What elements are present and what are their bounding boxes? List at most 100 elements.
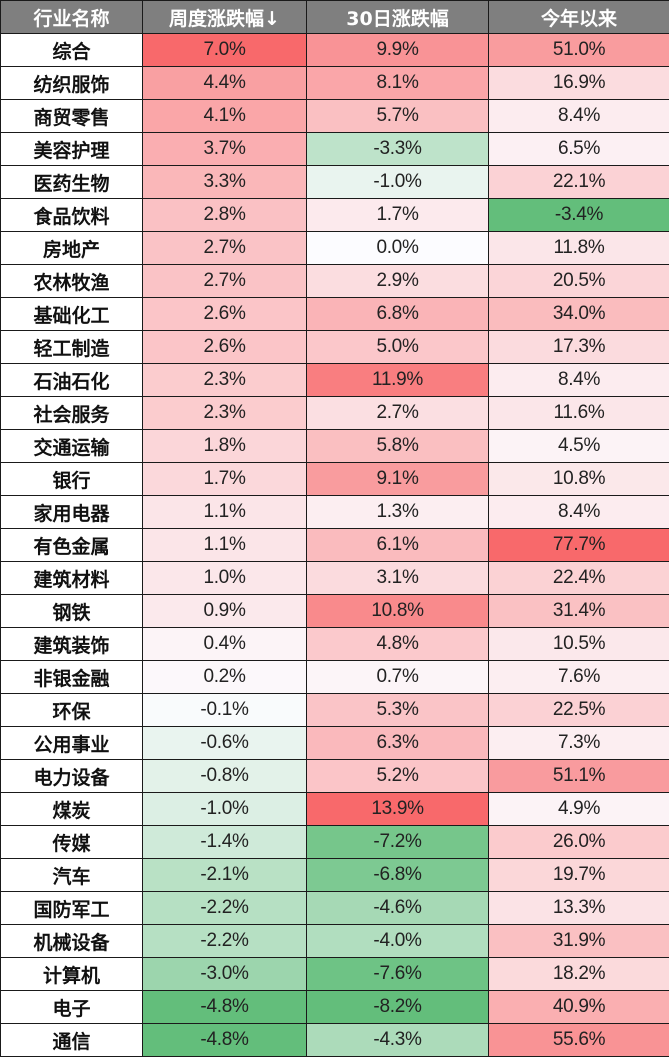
- table-row: 建筑装饰 0.4% 4.8% 10.5%: [0, 627, 669, 661]
- ytd-change-cell: 22.1%: [488, 165, 669, 199]
- weekly-change-cell: -0.1%: [142, 693, 307, 727]
- weekly-change-cell: 2.8%: [142, 198, 307, 232]
- ytd-change-cell: 20.5%: [488, 264, 669, 298]
- ytd-change-cell: 17.3%: [488, 330, 669, 364]
- table-row: 基础化工 2.6% 6.8% 34.0%: [0, 297, 669, 331]
- ytd-change-cell: 13.3%: [488, 891, 669, 925]
- weekly-change-cell: 1.0%: [142, 561, 307, 595]
- weekly-change-cell: -2.1%: [142, 858, 307, 892]
- table-row: 钢铁 0.9% 10.8% 31.4%: [0, 594, 669, 628]
- weekly-change-cell: -4.8%: [142, 990, 307, 1024]
- header-30day-change[interactable]: 30日涨跌幅: [306, 0, 489, 34]
- table-row: 电力设备 -0.8% 5.2% 51.1%: [0, 759, 669, 793]
- 30day-change-cell: 1.3%: [306, 495, 489, 529]
- table-row: 有色金属 1.1% 6.1% 77.7%: [0, 528, 669, 562]
- ytd-change-cell: 11.8%: [488, 231, 669, 265]
- industry-name-cell: 家用电器: [0, 495, 143, 529]
- table-row: 煤炭 -1.0% 13.9% 4.9%: [0, 792, 669, 826]
- table-row: 农林牧渔 2.7% 2.9% 20.5%: [0, 264, 669, 298]
- industry-name-cell: 汽车: [0, 858, 143, 892]
- weekly-change-cell: 3.3%: [142, 165, 307, 199]
- 30day-change-cell: 5.8%: [306, 429, 489, 463]
- weekly-change-cell: -0.6%: [142, 726, 307, 760]
- table-row: 轻工制造 2.6% 5.0% 17.3%: [0, 330, 669, 364]
- table-row: 计算机 -3.0% -7.6% 18.2%: [0, 957, 669, 991]
- 30day-change-cell: -7.2%: [306, 825, 489, 859]
- 30day-change-cell: 5.0%: [306, 330, 489, 364]
- industry-name-cell: 社会服务: [0, 396, 143, 430]
- weekly-change-cell: 2.3%: [142, 363, 307, 397]
- weekly-change-cell: 1.1%: [142, 528, 307, 562]
- industry-name-cell: 纺织服饰: [0, 66, 143, 100]
- industry-name-cell: 轻工制造: [0, 330, 143, 364]
- 30day-change-cell: 13.9%: [306, 792, 489, 826]
- industry-name-cell: 建筑装饰: [0, 627, 143, 661]
- header-weekly-change[interactable]: 周度涨跌幅↓: [142, 0, 307, 34]
- 30day-change-cell: -3.3%: [306, 132, 489, 166]
- industry-name-cell: 建筑材料: [0, 561, 143, 595]
- 30day-change-cell: 5.7%: [306, 99, 489, 133]
- 30day-change-cell: -4.3%: [306, 1023, 489, 1057]
- table-row: 建筑材料 1.0% 3.1% 22.4%: [0, 561, 669, 595]
- 30day-change-cell: 11.9%: [306, 363, 489, 397]
- weekly-change-cell: -0.8%: [142, 759, 307, 793]
- table-row: 石油石化 2.3% 11.9% 8.4%: [0, 363, 669, 397]
- 30day-change-cell: 8.1%: [306, 66, 489, 100]
- 30day-change-cell: 6.3%: [306, 726, 489, 760]
- 30day-change-cell: 10.8%: [306, 594, 489, 628]
- 30day-change-cell: -7.6%: [306, 957, 489, 991]
- ytd-change-cell: 18.2%: [488, 957, 669, 991]
- ytd-change-cell: 26.0%: [488, 825, 669, 859]
- 30day-change-cell: 0.0%: [306, 231, 489, 265]
- industry-name-cell: 环保: [0, 693, 143, 727]
- 30day-change-cell: -8.2%: [306, 990, 489, 1024]
- table-row: 机械设备 -2.2% -4.0% 31.9%: [0, 924, 669, 958]
- 30day-change-cell: 1.7%: [306, 198, 489, 232]
- weekly-change-cell: -1.0%: [142, 792, 307, 826]
- 30day-change-cell: 9.1%: [306, 462, 489, 496]
- industry-name-cell: 农林牧渔: [0, 264, 143, 298]
- 30day-change-cell: -4.6%: [306, 891, 489, 925]
- ytd-change-cell: 16.9%: [488, 66, 669, 100]
- table-row: 食品饮料 2.8% 1.7% -3.4%: [0, 198, 669, 232]
- industry-name-cell: 非银金融: [0, 660, 143, 694]
- header-row: 行业名称 周度涨跌幅↓ 30日涨跌幅 今年以来: [0, 0, 669, 34]
- industry-name-cell: 电子: [0, 990, 143, 1024]
- industry-name-cell: 食品饮料: [0, 198, 143, 232]
- 30day-change-cell: 4.8%: [306, 627, 489, 661]
- ytd-change-cell: 77.7%: [488, 528, 669, 562]
- table-row: 交通运输 1.8% 5.8% 4.5%: [0, 429, 669, 463]
- ytd-change-cell: 10.8%: [488, 462, 669, 496]
- table-row: 房地产 2.7% 0.0% 11.8%: [0, 231, 669, 265]
- weekly-change-cell: 2.7%: [142, 264, 307, 298]
- 30day-change-cell: 2.9%: [306, 264, 489, 298]
- weekly-change-cell: -1.4%: [142, 825, 307, 859]
- industry-name-cell: 银行: [0, 462, 143, 496]
- table-row: 社会服务 2.3% 2.7% 11.6%: [0, 396, 669, 430]
- table-row: 汽车 -2.1% -6.8% 19.7%: [0, 858, 669, 892]
- industry-name-cell: 煤炭: [0, 792, 143, 826]
- industry-name-cell: 房地产: [0, 231, 143, 265]
- industry-name-cell: 钢铁: [0, 594, 143, 628]
- 30day-change-cell: 6.1%: [306, 528, 489, 562]
- table-row: 环保 -0.1% 5.3% 22.5%: [0, 693, 669, 727]
- weekly-change-cell: 7.0%: [142, 33, 307, 67]
- table-row: 家用电器 1.1% 1.3% 8.4%: [0, 495, 669, 529]
- ytd-change-cell: 31.4%: [488, 594, 669, 628]
- ytd-change-cell: 8.4%: [488, 99, 669, 133]
- industry-name-cell: 电力设备: [0, 759, 143, 793]
- ytd-change-cell: 10.5%: [488, 627, 669, 661]
- ytd-change-cell: 8.4%: [488, 363, 669, 397]
- industry-name-cell: 美容护理: [0, 132, 143, 166]
- header-industry-name[interactable]: 行业名称: [0, 0, 143, 34]
- weekly-change-cell: 1.1%: [142, 495, 307, 529]
- weekly-change-cell: -3.0%: [142, 957, 307, 991]
- header-ytd-change[interactable]: 今年以来: [488, 0, 669, 34]
- industry-name-cell: 基础化工: [0, 297, 143, 331]
- weekly-change-cell: 2.7%: [142, 231, 307, 265]
- table-row: 通信 -4.8% -4.3% 55.6%: [0, 1023, 669, 1057]
- table-row: 传媒 -1.4% -7.2% 26.0%: [0, 825, 669, 859]
- ytd-change-cell: 34.0%: [488, 297, 669, 331]
- weekly-change-cell: 2.3%: [142, 396, 307, 430]
